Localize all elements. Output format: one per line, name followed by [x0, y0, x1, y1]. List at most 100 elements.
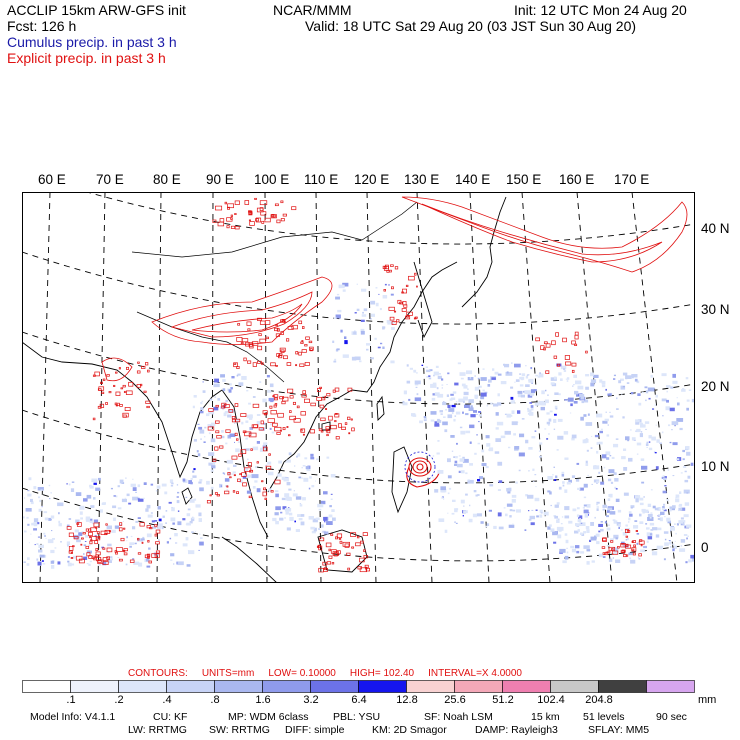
cumulus-cell [690, 462, 694, 466]
cumulus-cell [672, 543, 675, 546]
cumulus-cell [529, 392, 535, 396]
cumulus-cell [519, 373, 522, 375]
explicit-cell [214, 492, 218, 495]
cumulus-cell [191, 517, 195, 520]
cumulus-cell [474, 386, 480, 391]
cumulus-cell [669, 407, 675, 412]
cumulus-cell [520, 394, 525, 398]
lon-label-60e: 60 E [38, 172, 66, 187]
cumulus-cell [486, 404, 489, 407]
cumulus-cell [664, 516, 666, 518]
lon-label-140e: 140 E [455, 172, 491, 187]
cumulus-cell [530, 367, 533, 370]
cumulus-cell [594, 465, 597, 468]
explicit-cell [288, 434, 291, 437]
cumulus-cell [604, 418, 609, 422]
cumulus-cell [33, 528, 37, 531]
explicit-cell [610, 548, 614, 551]
cumulus-cell [614, 478, 619, 482]
cumulus-cell [680, 517, 684, 520]
cumulus-cell [645, 399, 647, 402]
explicit-cell [100, 530, 108, 535]
cumulus-cell [88, 563, 91, 566]
cumulus-cell [641, 391, 644, 394]
cumulus-cell [437, 440, 440, 442]
cumulus-cell [67, 556, 70, 558]
cumulus-cell [531, 436, 536, 439]
cumulus-cell [524, 390, 531, 395]
cumulus-cell [602, 556, 606, 558]
cumulus-cell [157, 523, 163, 527]
cumulus-cell [558, 486, 562, 490]
explicit-cell [73, 536, 79, 540]
cumulus-cell [625, 524, 628, 527]
cumulus-cell [390, 293, 394, 296]
cumulus-cell [464, 404, 470, 408]
explicit-cell [359, 557, 365, 563]
footer-lw: LW: RRTMG [128, 724, 187, 736]
cumulus-cell [566, 377, 570, 380]
explicit-cell [237, 323, 241, 326]
cumulus-cell [94, 535, 97, 537]
explicit-cell [271, 214, 275, 218]
cumulus-cell [546, 438, 549, 440]
explicit-cell [323, 567, 327, 571]
cumulus-cell [625, 436, 630, 441]
cumulus-cell [528, 447, 533, 450]
explicit-cell [257, 360, 262, 364]
cumulus-cell [286, 527, 291, 531]
cumulus-cell [475, 494, 478, 497]
cumulus-cell [661, 431, 664, 434]
cumulus-cell [67, 560, 70, 563]
cumulus-cell [293, 490, 295, 492]
explicit-cell [406, 311, 413, 316]
cumulus-cell [604, 521, 607, 524]
cumulus-cell [465, 413, 469, 416]
cumulus-cell [344, 336, 347, 339]
cumulus-cell [517, 390, 523, 394]
cumulus-cell [640, 549, 645, 553]
cumulus-cell [41, 560, 44, 562]
cumulus-cell [437, 470, 444, 474]
cumulus-cell [639, 433, 643, 438]
cumulus-cell [451, 512, 455, 515]
explicit-cell [335, 436, 340, 440]
cumulus-cell [580, 396, 585, 400]
explicit-cell [216, 494, 220, 497]
cumulus-cell [507, 415, 511, 417]
cumulus-cell [164, 491, 168, 495]
init-time: Init: 12 UTC Mon 24 Aug 20 [514, 2, 687, 18]
cumulus-cell [198, 512, 202, 517]
cumulus-cell [671, 429, 673, 431]
cumulus-cell [275, 493, 279, 498]
cumulus-cell [625, 375, 632, 379]
cumulus-cell [330, 498, 333, 500]
cumulus-cell [596, 480, 599, 484]
cumulus-cell [28, 477, 32, 481]
cumulus-cell [193, 439, 197, 442]
cumulus-cell [351, 356, 357, 361]
explicit-cell [139, 522, 145, 527]
precip-cells [23, 197, 694, 573]
cumulus-cell [621, 456, 626, 460]
explicit-cell [256, 461, 259, 464]
cumulus-cell [424, 417, 427, 420]
cumulus-cell [353, 331, 356, 335]
cumulus-cell [80, 517, 83, 520]
explicit-cell [137, 537, 140, 541]
cumulus-cell [227, 467, 230, 471]
cumulus-cell [312, 518, 318, 523]
explicit-cell [391, 321, 397, 325]
cumulus-cell [497, 512, 502, 517]
cumulus-cell [238, 382, 244, 386]
cumulus-cell [37, 487, 44, 491]
cumulus-cell [146, 504, 151, 509]
cumulus-cell [680, 539, 686, 543]
cumulus-cell [568, 520, 573, 524]
explicit-cell [334, 420, 337, 423]
explicit-cell [258, 333, 262, 337]
cumulus-cell [528, 510, 530, 512]
explicit-precip-india-west [101, 357, 133, 382]
cumulus-cell [670, 530, 671, 532]
explicit-cell [267, 418, 275, 423]
